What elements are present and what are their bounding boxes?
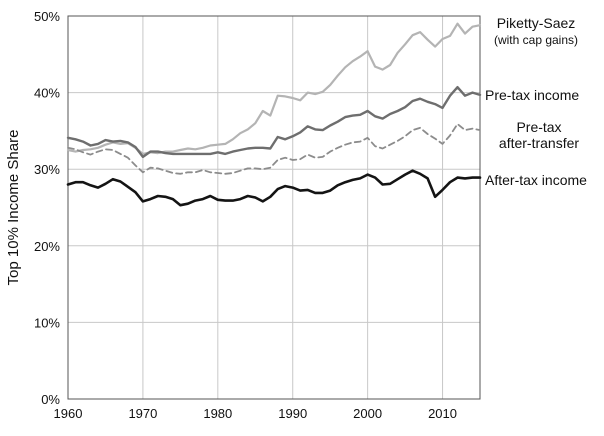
grid-lines [67, 15, 480, 400]
x-tick-label: 2010 [428, 406, 457, 421]
series-label-pre-tax-after-transfer-line2: after-transfer [499, 135, 579, 151]
y-tick-label: 30% [34, 162, 60, 177]
y-tick-label: 0% [41, 392, 60, 407]
x-tick-label: 2000 [353, 406, 382, 421]
y-axis-ticks: 0% 10% 20% 30% 40% 50% [34, 9, 60, 407]
y-tick-label: 40% [34, 86, 60, 101]
series-line-after-tax-income [66, 169, 482, 207]
series-label-piketty-saez-note: (with cap gains) [494, 33, 578, 47]
x-axis-ticks: 1960 1970 1980 1990 2000 2010 [54, 406, 457, 421]
y-tick-label: 50% [34, 9, 60, 24]
series-lines [66, 22, 482, 207]
y-tick-label: 20% [34, 239, 60, 254]
x-tick-label: 1960 [54, 406, 83, 421]
x-tick-label: 1990 [278, 406, 307, 421]
series-line-piketty-saez [66, 22, 482, 155]
x-tick-label: 1980 [203, 406, 232, 421]
series-label-pre-tax-after-transfer: Pre-tax [516, 119, 561, 135]
series-labels: Piketty-Saez (with cap gains) Pre-tax in… [485, 15, 587, 188]
series-label-piketty-saez: Piketty-Saez [497, 15, 576, 31]
series-label-after-tax-income: After-tax income [485, 172, 587, 188]
y-tick-label: 10% [34, 315, 60, 330]
series-line-pre-tax-income [66, 85, 482, 159]
x-tick-label: 1970 [128, 406, 157, 421]
series-label-pre-tax-income: Pre-tax income [485, 87, 579, 103]
series-line-pre-tax [67, 123, 481, 175]
y-axis-label: Top 10% Income Share [5, 130, 22, 286]
plot-frame [67, 15, 481, 400]
